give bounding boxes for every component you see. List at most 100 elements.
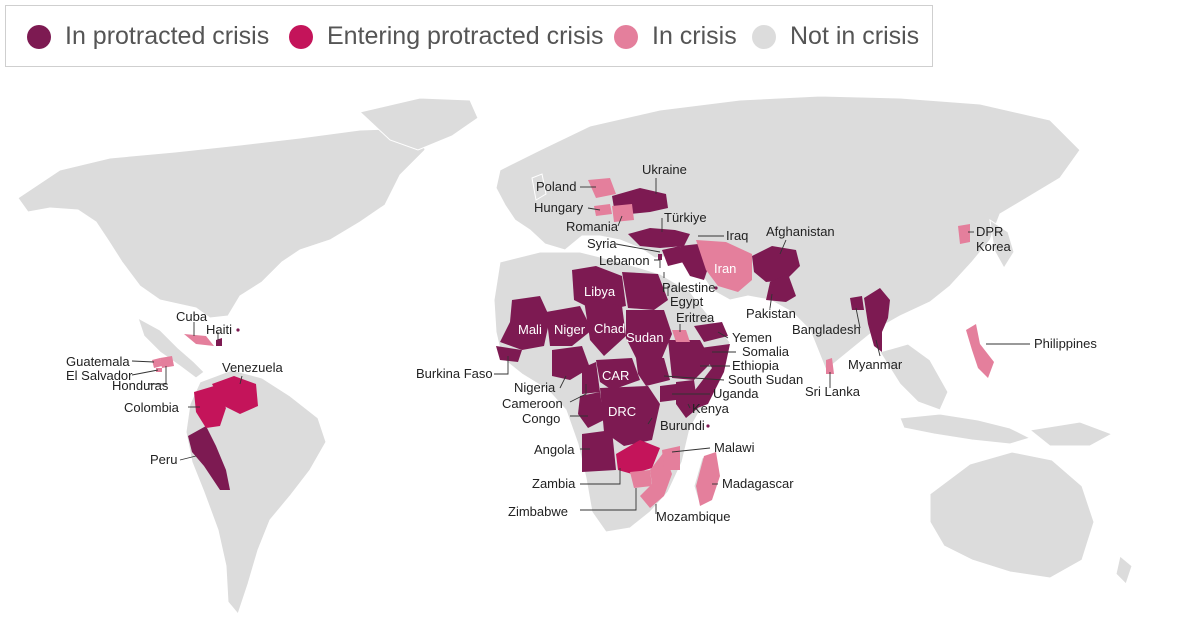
country-colombia[interactable] [194,386,226,428]
country-kenya[interactable] [676,380,698,418]
label-dpr-korea-line1: DPR [976,224,1003,239]
country-sri-lanka[interactable] [826,358,834,374]
country-burkina-faso[interactable] [496,346,522,362]
country-congo[interactable] [578,392,604,428]
label-peru: Peru [150,452,177,467]
label-egypt: Egypt [670,294,704,309]
leader-venezuela [239,375,243,385]
label-madagascar: Madagascar [722,476,794,491]
country-uganda[interactable] [660,384,676,402]
land-central-america [137,316,205,379]
land-japan [989,218,1015,269]
dot-markers [236,286,718,428]
country-poland[interactable] [588,178,616,198]
country-dpr-korea[interactable] [958,224,970,244]
crisis-countries [152,178,994,508]
label-pakistan: Pakistan [746,306,796,321]
label-el-salvador: El Salvador [66,368,133,383]
label-dpr-korea-line2: Korea [976,239,1011,254]
palestine-dot [714,286,718,290]
label-eritrea: Eritrea [676,310,715,325]
country-iran[interactable] [696,240,752,292]
country-turkiye[interactable] [628,228,690,248]
land-south-america [185,369,327,616]
label-cuba: Cuba [176,309,208,324]
legend-label-not-in-crisis: Not in crisis [790,22,920,50]
country-eritrea[interactable] [672,330,690,342]
label-venezuela: Venezuela [222,360,283,375]
leader-lebanon [654,259,661,268]
label-syria: Syria [587,236,617,251]
country-ethiopia[interactable] [668,340,712,380]
country-nigeria[interactable] [552,346,590,380]
country-cameroon[interactable] [582,362,600,394]
country-niger[interactable] [546,306,592,346]
country-hungary[interactable] [594,204,612,216]
legend-swatch-in-crisis [614,25,638,49]
country-egypt[interactable] [622,272,668,310]
label-cameroon: Cameroon [502,396,563,411]
label-chad: Chad [594,321,625,336]
label-iraq: Iraq [726,228,748,243]
leader-burundi [647,417,653,425]
land-uk [531,173,547,201]
country-zimbabwe[interactable] [630,470,652,488]
label-angola: Angola [534,442,575,457]
country-madagascar[interactable] [696,452,720,506]
country-south-sudan[interactable] [636,358,670,386]
country-honduras[interactable] [160,356,174,368]
land-eurasia [495,95,1081,371]
label-zambia: Zambia [532,476,576,491]
country-malawi[interactable] [662,446,680,470]
haiti-dot [236,328,240,332]
land-new-zealand [1115,555,1133,585]
country-afghanistan[interactable] [752,246,800,282]
country-zambia[interactable] [616,440,660,474]
country-pakistan[interactable] [766,274,796,302]
country-guatemala[interactable] [152,358,162,368]
country-myanmar[interactable] [864,288,890,352]
label-colombia: Colombia [124,400,180,415]
country-mali[interactable] [500,296,550,350]
country-somalia[interactable] [692,344,730,410]
leader-zimbabwe [580,488,637,511]
country-haiti[interactable] [216,338,222,346]
country-el-salvador[interactable] [156,368,162,372]
leader-myanmar [875,339,881,357]
land-north-america [17,127,426,319]
land-australia [929,451,1095,579]
country-sudan[interactable] [626,310,672,358]
label-somalia: Somalia [742,344,790,359]
land-southeast-asia [879,343,949,411]
country-bangladesh[interactable] [850,296,864,310]
country-chad[interactable] [584,300,626,356]
leader-lines [131,178,1030,514]
country-peru[interactable] [188,426,230,490]
legend-label-in-crisis: In crisis [652,22,737,50]
country-cuba[interactable] [184,334,214,346]
land-greenland [358,97,479,151]
country-syria[interactable] [662,246,684,266]
label-sudan: Sudan [626,330,664,345]
label-south-sudan: South Sudan [728,372,803,387]
country-romania[interactable] [612,204,634,222]
label-drc: DRC [608,404,636,419]
country-philippines[interactable] [966,324,994,378]
label-myanmar: Myanmar [848,357,903,372]
leader-zambia [580,468,621,485]
label-ukraine: Ukraine [642,162,687,177]
leader-syria [615,243,661,253]
label-bangladesh: Bangladesh [792,322,861,337]
label-nigeria: Nigeria [514,380,556,395]
leader-malawi [671,447,711,453]
label-guatemala: Guatemala [66,354,130,369]
country-angola[interactable] [582,430,616,472]
leader-afghanistan [779,239,787,255]
label-yemen: Yemen [732,330,772,345]
country-drc[interactable] [600,386,660,446]
leader-south-sudan [663,375,725,381]
country-lebanon[interactable] [658,254,662,260]
country-yemen[interactable] [694,322,728,342]
country-car[interactable] [596,358,640,390]
